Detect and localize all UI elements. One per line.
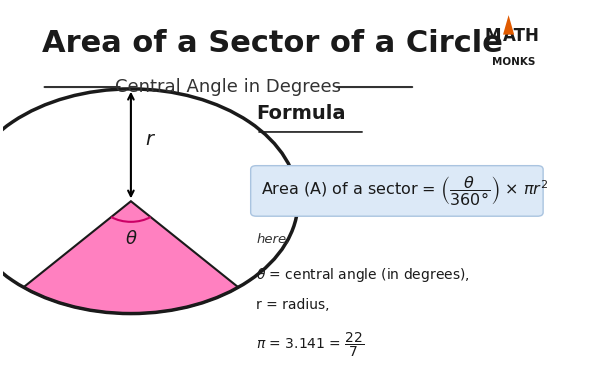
Text: ATH: ATH: [503, 27, 540, 45]
FancyBboxPatch shape: [251, 166, 543, 216]
Text: r = radius,: r = radius,: [256, 298, 330, 312]
Text: r: r: [145, 130, 153, 149]
Wedge shape: [23, 201, 238, 314]
Text: $\theta$ = central angle (in degrees),: $\theta$ = central angle (in degrees),: [256, 266, 470, 283]
Text: MONKS: MONKS: [492, 57, 535, 67]
Text: $\pi$ = 3.141 = $\dfrac{22}{7}$: $\pi$ = 3.141 = $\dfrac{22}{7}$: [256, 331, 365, 359]
Polygon shape: [503, 15, 514, 35]
Text: Central Angle in Degrees: Central Angle in Degrees: [115, 78, 341, 96]
Text: M: M: [485, 27, 501, 45]
Text: Formula: Formula: [256, 104, 346, 123]
Text: $\theta$: $\theta$: [125, 230, 137, 248]
Text: Area of a Sector of a Circle: Area of a Sector of a Circle: [42, 29, 503, 58]
Text: Area (A) of a sector = $\left(\dfrac{\theta}{360°}\right)$ × $\pi r^2$: Area (A) of a sector = $\left(\dfrac{\th…: [260, 174, 548, 208]
Text: here,: here,: [256, 233, 290, 246]
